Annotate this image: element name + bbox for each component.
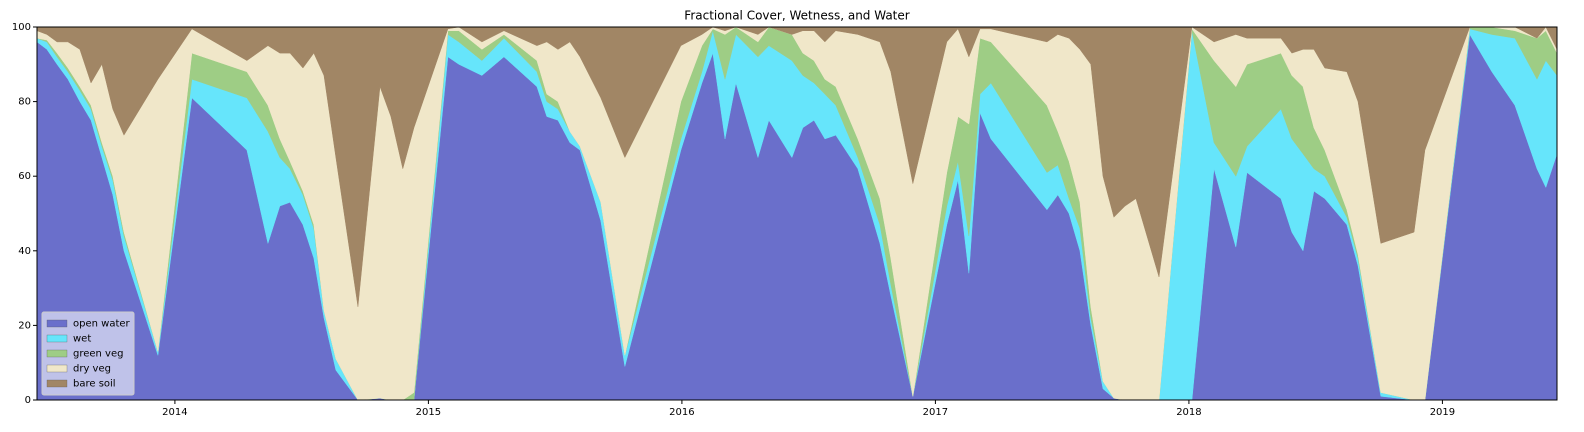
- legend-swatch: [46, 379, 68, 388]
- legend-label: open water: [73, 319, 131, 330]
- legend-label: wet: [73, 334, 91, 345]
- x-tick-label: 2017: [923, 407, 948, 418]
- y-tick-label: 60: [18, 171, 31, 182]
- x-tick-label: 2014: [162, 407, 187, 418]
- y-tick-label: 0: [25, 395, 31, 406]
- legend-swatch: [46, 319, 68, 328]
- y-tick-label: 100: [12, 22, 31, 33]
- y-tick-label: 40: [18, 246, 31, 257]
- legend-label: green veg: [73, 349, 123, 360]
- y-tick-label: 80: [18, 97, 31, 108]
- plot-frame: [36, 26, 1558, 401]
- x-tick-label: 2015: [416, 407, 441, 418]
- legend-box: [41, 311, 135, 396]
- legend-label: dry veg: [73, 364, 111, 375]
- x-tick-label: 2019: [1430, 407, 1455, 418]
- y-tick-label: 20: [18, 320, 31, 331]
- chart-title: Fractional Cover, Wetness, and Water: [684, 9, 909, 23]
- x-tick-label: 2016: [669, 407, 694, 418]
- legend: open water wet green veg dry veg bare soil: [41, 311, 135, 396]
- legend-label: bare soil: [73, 379, 116, 390]
- legend-swatch: [46, 349, 68, 358]
- legend-swatch: [46, 334, 68, 343]
- legend-swatch: [46, 364, 68, 373]
- x-tick-label: 2018: [1176, 407, 1201, 418]
